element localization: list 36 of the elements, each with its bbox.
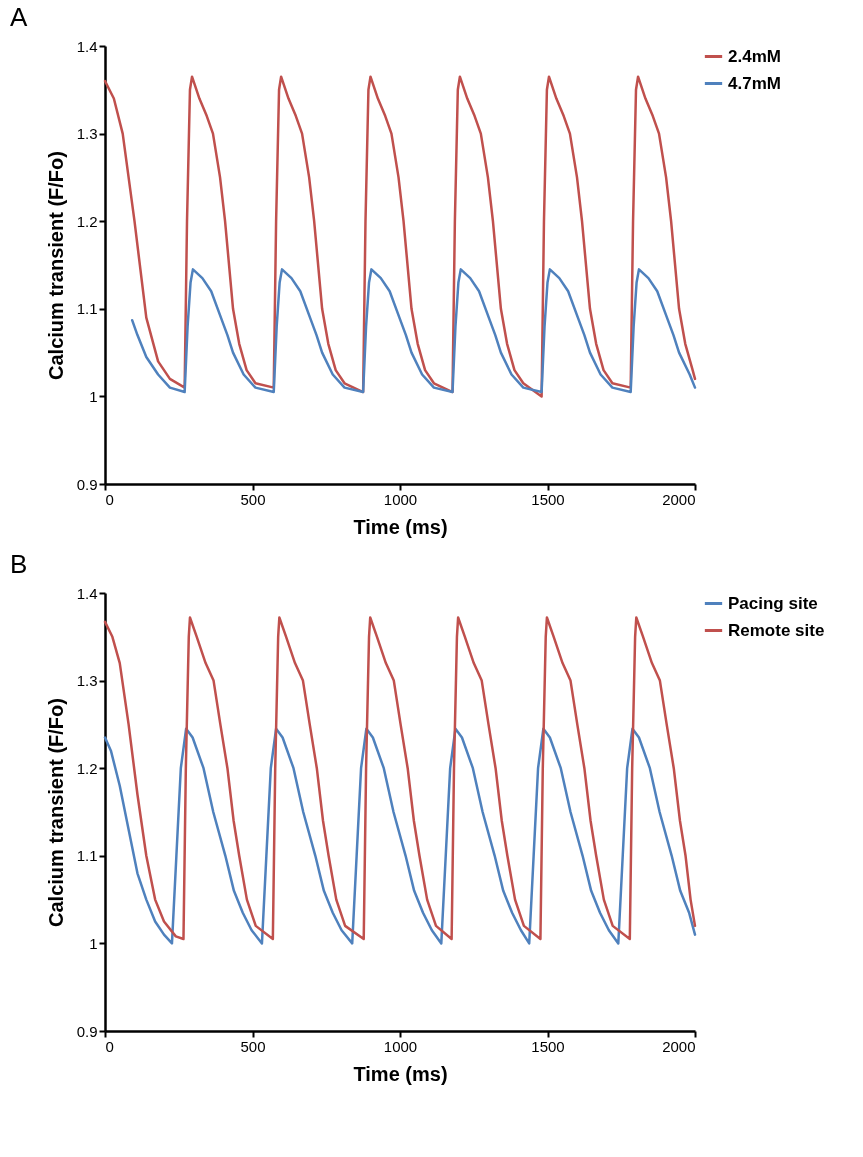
y-tick-label: 1.3 [76,672,98,690]
y-tick-label: 1.2 [76,212,98,230]
y-tick-label: 0.9 [76,1022,98,1040]
x-tick-label: 1500 [531,1037,565,1055]
y-tick-label: 1.3 [76,125,98,143]
x-tick-label: 1000 [383,1037,418,1055]
x-tick-label: 500 [240,490,266,508]
legend-label: Pacing site [728,593,818,613]
chart-title: B [10,549,28,579]
y-tick-label: 1.2 [76,759,98,777]
legend-label: 2.4mM [728,46,781,66]
chart-title: A [10,2,28,32]
y-axis-title: Calcium transient (F/Fo) [44,698,67,927]
x-tick-label: 2000 [662,490,696,508]
x-tick-label: 1500 [531,490,565,508]
y-tick-label: 1.4 [76,584,98,602]
x-tick-label: 500 [240,1037,266,1055]
x-tick-label: 0 [105,1037,114,1055]
legend-label: 4.7mM [728,73,781,93]
legend-label: Remote site [728,620,825,640]
line-series [103,616,697,941]
y-tick-label: 1 [89,934,98,952]
x-axis-title: Time (ms) [353,1062,448,1085]
y-tick-label: 1.4 [76,37,98,55]
y-tick-label: 0.9 [76,475,98,493]
y-tick-label: 1 [89,387,98,405]
x-tick-label: 1000 [383,490,418,508]
y-axis-title: Calcium transient (F/Fo) [44,151,67,380]
line-series [103,75,697,398]
x-tick-label: 0 [105,490,114,508]
x-tick-label: 2000 [662,1037,696,1055]
y-tick-label: 1.1 [76,300,98,318]
line-series [103,727,697,945]
y-tick-label: 1.1 [76,847,98,865]
line-series [130,268,697,394]
x-axis-title: Time (ms) [353,515,448,538]
